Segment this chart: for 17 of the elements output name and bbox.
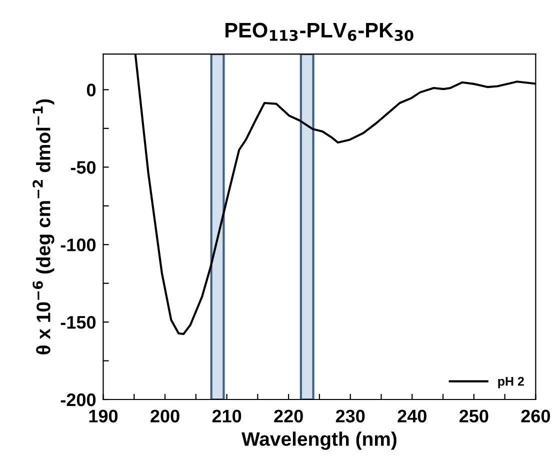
x-tick-label: 220 xyxy=(274,410,303,422)
x-tick-label: 200 xyxy=(150,410,180,422)
y-tick-label: -200 xyxy=(60,393,96,406)
x-axis-title: Wavelength (nm) xyxy=(242,432,396,450)
x-tick-label: 260 xyxy=(521,410,550,422)
x-tick-label: 240 xyxy=(398,410,426,422)
y-tick-label: -150 xyxy=(60,316,96,329)
y-tick-label: 0 xyxy=(86,84,96,96)
y-tick-label: -50 xyxy=(70,161,96,174)
legend-label: pH 2 xyxy=(498,376,524,388)
x-tick-label: 190 xyxy=(89,410,118,422)
x-tick-label: 250 xyxy=(459,410,488,422)
chart-title: PEO$_{113}$-PLV$_{6}$-PK$_{30}$ xyxy=(226,22,414,41)
x-tick-label: 230 xyxy=(336,410,365,423)
x-tick-label: 210 xyxy=(212,410,242,422)
y-tick-label: -100 xyxy=(60,238,96,252)
y-axis-title: θ x 10$^{−6}$ (deg cm$^{−2}$ dmol$^{−1}$) xyxy=(32,99,54,354)
